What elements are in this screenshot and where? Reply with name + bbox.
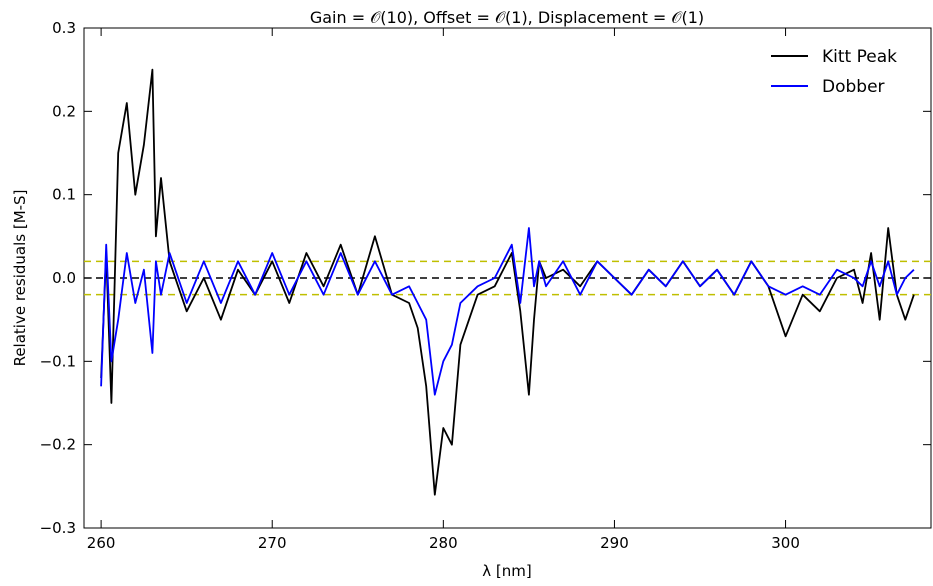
- y-tick-label: −0.2: [40, 436, 76, 454]
- x-tick-label: 280: [429, 534, 458, 552]
- series-layer: [100, 68, 915, 496]
- x-axis-label: λ [nm]: [482, 562, 531, 580]
- series-line-dobber: [100, 227, 915, 396]
- axis-ticks: [84, 27, 931, 529]
- legend-label-dobber: Dobber: [822, 77, 885, 97]
- y-tick-label: 0.2: [52, 102, 76, 120]
- y-axis-label: Relative residuals [M-S]: [11, 190, 29, 367]
- axis-tick-labels: 260 270 280 290 300 −0.3 −0.2 −0.1 0.0 0.1 0.2 0.3: [40, 19, 800, 552]
- series-line-kitt-peak: [100, 68, 915, 496]
- x-tick-label: 290: [600, 534, 629, 552]
- y-tick-label: 0.1: [52, 186, 76, 204]
- legend: Kitt Peak Dobber: [771, 47, 897, 97]
- legend-label-kitt-peak: Kitt Peak: [822, 47, 897, 67]
- x-tick-label: 260: [87, 534, 116, 552]
- y-tick-label: 0.0: [52, 269, 76, 287]
- x-tick-label: 270: [258, 534, 287, 552]
- chart-title: Gain = 𝒪(10), Offset = 𝒪(1), Displacemen…: [310, 8, 704, 27]
- y-tick-label: −0.3: [40, 519, 76, 537]
- y-tick-label: −0.1: [40, 352, 76, 370]
- y-tick-label: 0.3: [52, 19, 76, 37]
- x-tick-label: 300: [771, 534, 800, 552]
